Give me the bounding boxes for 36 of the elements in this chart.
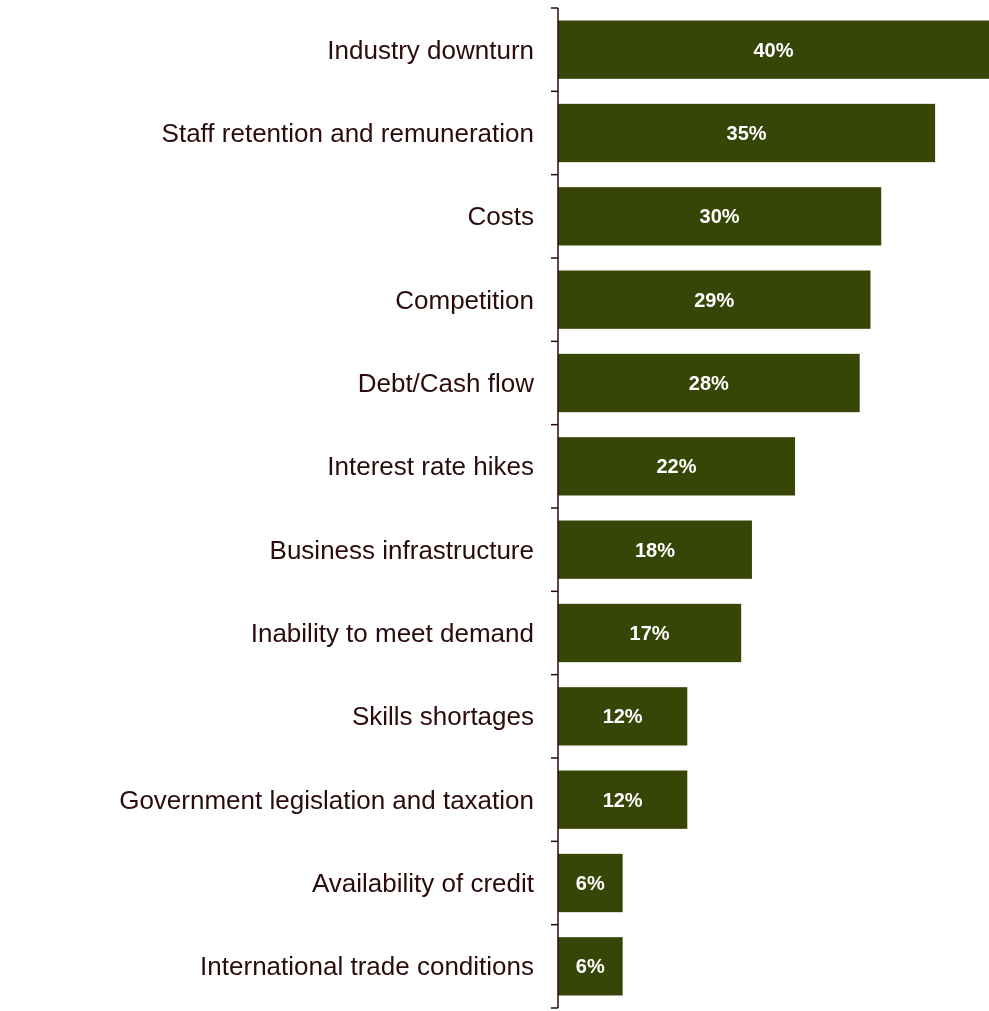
y-tick-label: Industry downturn — [327, 34, 534, 65]
y-tick-label: International trade conditions — [200, 951, 534, 982]
bar — [558, 770, 688, 829]
data-label: 22% — [656, 455, 697, 478]
data-label: 18% — [634, 538, 676, 561]
bar — [558, 937, 623, 996]
data-label: 40% — [753, 38, 794, 61]
bar — [558, 353, 860, 413]
bar — [558, 603, 742, 663]
bar — [558, 103, 936, 163]
y-tick-label: Government legislation and taxation — [119, 784, 534, 815]
y-tick-label: Competition — [395, 284, 534, 315]
y-tick-label: Staff retention and remuneration — [161, 118, 534, 149]
bar — [558, 853, 623, 913]
bar — [558, 270, 871, 329]
y-tick-label: Interest rate hikes — [327, 451, 534, 482]
data-label: 29% — [694, 288, 735, 311]
bar — [558, 520, 752, 579]
y-tick-label: Debt/Cash flow — [357, 368, 535, 399]
y-tick-label: Costs — [467, 201, 534, 232]
bar — [558, 687, 688, 746]
data-label: 30% — [699, 205, 740, 228]
bar — [558, 437, 796, 496]
y-tick-label: Availability of credit — [311, 868, 535, 899]
data-label: 35% — [726, 122, 767, 144]
data-label: 6% — [575, 872, 605, 894]
data-label: 12% — [602, 788, 643, 811]
y-tick-label: Skills shortages — [351, 701, 534, 732]
y-tick-label: Inability to meet demand — [250, 618, 534, 649]
data-label: 12% — [602, 705, 643, 728]
data-label: 6% — [575, 955, 605, 978]
data-label: 28% — [688, 372, 730, 394]
bar — [558, 20, 989, 79]
data-label: 17% — [629, 622, 670, 644]
y-tick-label: Business infrastructure — [269, 534, 534, 565]
bar — [558, 187, 882, 246]
